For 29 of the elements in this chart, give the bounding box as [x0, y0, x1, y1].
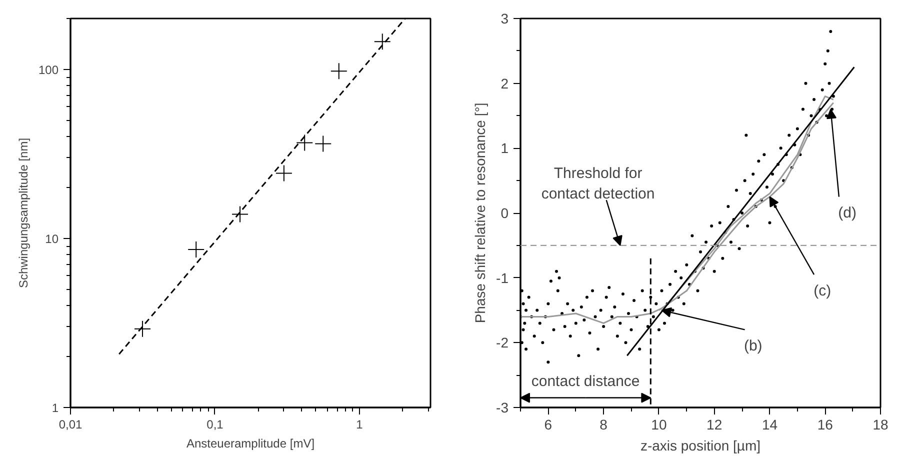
x-tick-label: 0,01: [58, 418, 83, 432]
x-tick-label: 16: [817, 416, 834, 432]
x-tick-label: 18: [872, 416, 888, 432]
x-tick-label: 1: [356, 418, 364, 432]
annotation: (b): [744, 337, 762, 354]
annotation: contact distance: [531, 372, 640, 390]
x-tick-label: 12: [706, 416, 722, 432]
x-tick-label: 10: [651, 416, 667, 432]
y-tick-label: 1: [500, 140, 509, 156]
x-axis-title: z-axis position [µm]: [640, 438, 761, 454]
y-axis-title: Phase shift relative to resonance [°]: [472, 102, 488, 324]
x-tick-label: 14: [762, 416, 778, 432]
x-tick-label: 6: [544, 416, 552, 432]
y-tick-label: 0: [500, 205, 509, 221]
annotation: (d): [838, 204, 856, 222]
y-tick-label: 3: [500, 10, 509, 26]
y-axis-title: Schwingungsamplitude [nm]: [16, 138, 30, 288]
y-tick-label: -3: [496, 400, 509, 416]
x-tick-label: 0,1: [206, 418, 224, 432]
y-tick-label: 2: [500, 75, 509, 92]
y-tick-label: 10: [45, 232, 59, 246]
x-axis-title: Ansteueramplitude [mV]: [186, 436, 315, 450]
annotation: (c): [814, 282, 832, 300]
y-tick-label: -1: [496, 270, 509, 286]
y-tick-label: -2: [496, 334, 509, 351]
x-tick-label: 8: [600, 416, 608, 432]
annotation: Threshold for contact detection: [541, 165, 655, 203]
y-tick-label: 1: [52, 401, 59, 415]
y-tick-label: 100: [38, 62, 59, 77]
